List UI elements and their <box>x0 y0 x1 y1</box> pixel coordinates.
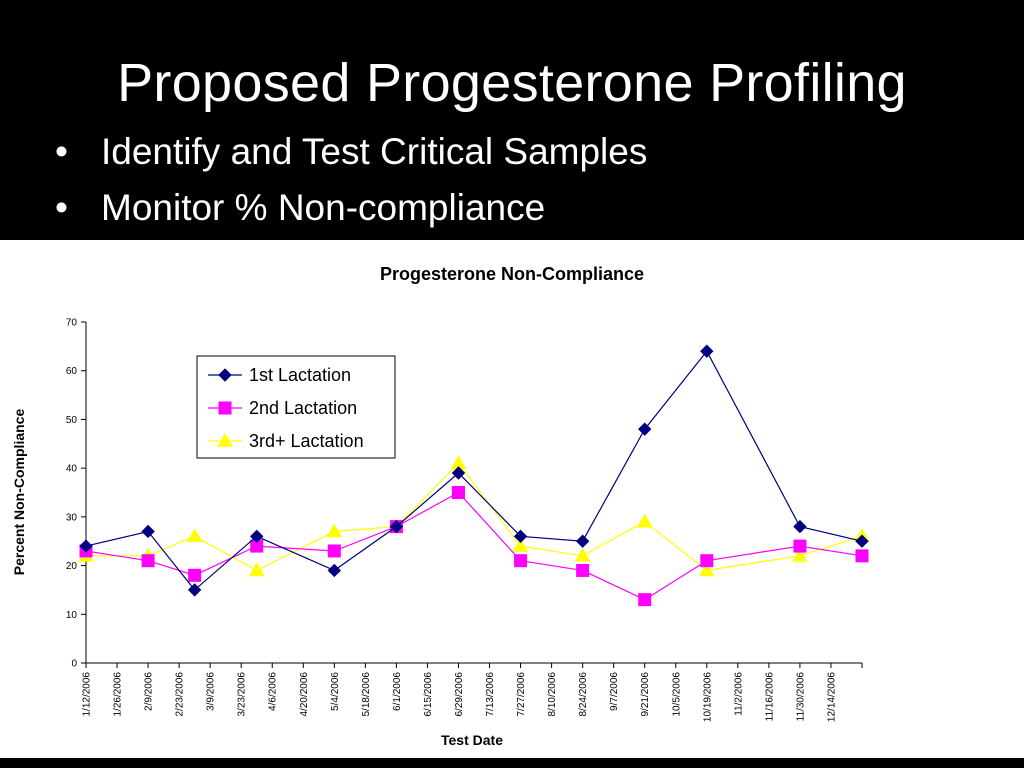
data-point <box>514 554 528 568</box>
bullet-glyph: • <box>55 187 68 228</box>
slide-header: Proposed Progesterone Profiling • Identi… <box>0 0 1024 240</box>
x-tick-label: 12/14/2006 <box>826 672 837 722</box>
data-point <box>793 519 807 534</box>
x-tick-label: 3/23/2006 <box>237 672 248 717</box>
data-point <box>855 534 869 548</box>
legend-marker <box>218 368 232 382</box>
bullet-glyph: • <box>55 131 68 172</box>
x-axis-label: Test Date <box>441 732 503 748</box>
chart-legend: 1st Lactation 2nd Lactation 3rd+ Lactation <box>196 355 396 459</box>
chart-panel: Progesterone Non-Compliance Percent Non-… <box>0 240 1024 758</box>
x-tick-label: 2/9/2006 <box>144 672 155 711</box>
data-point <box>638 422 652 436</box>
x-tick-label: 6/29/2006 <box>454 672 465 717</box>
data-point <box>512 538 529 552</box>
bullet-text: Identify and Test Critical Samples <box>101 131 648 172</box>
y-tick-label: 10 <box>66 610 78 621</box>
x-tick-label: 11/16/2006 <box>764 672 775 722</box>
data-point <box>186 528 203 543</box>
x-tick-label: 5/4/2006 <box>330 672 341 711</box>
data-point <box>187 583 202 597</box>
y-tick-label: 50 <box>66 415 78 426</box>
x-tick-label: 10/19/2006 <box>702 672 713 722</box>
y-axis-label: Percent Non-Compliance <box>11 409 27 576</box>
series-layer <box>78 344 870 607</box>
data-point <box>513 529 528 544</box>
data-point <box>141 524 155 539</box>
data-point <box>188 568 202 582</box>
x-tick-label: 3/9/2006 <box>206 672 217 711</box>
x-tick-label: 2/23/2006 <box>175 672 186 717</box>
data-point <box>79 539 93 553</box>
x-tick-label: 6/15/2006 <box>423 672 434 717</box>
x-tick-label: 1/26/2006 <box>113 672 124 717</box>
x-tick-label: 11/2/2006 <box>733 672 744 716</box>
data-point <box>451 486 465 499</box>
data-point <box>698 562 715 577</box>
data-point <box>855 549 869 563</box>
data-point <box>792 547 808 562</box>
line-chart: Progesterone Non-Compliance Percent Non-… <box>11 264 870 748</box>
data-point <box>327 544 341 558</box>
legend-label: 3rd+ Lactation <box>249 431 364 451</box>
data-point <box>141 554 155 568</box>
axes: 0 10 20 30 40 50 60 70 1/12/2006 1/26/2006 2/9/200… <box>66 318 863 722</box>
data-point <box>326 523 343 538</box>
data-point <box>575 534 590 548</box>
x-tick-label: 8/24/2006 <box>578 672 589 717</box>
data-point <box>793 539 807 553</box>
slide-title: Proposed Progesterone Profiling <box>117 53 907 113</box>
x-tick-label: 7/13/2006 <box>485 672 496 717</box>
legend-marker <box>218 401 232 415</box>
y-tick-label: 70 <box>66 318 78 329</box>
chart-title: Progesterone Non-Compliance <box>380 264 644 284</box>
data-point <box>700 554 714 568</box>
data-point <box>327 563 342 578</box>
series-2 <box>79 486 869 607</box>
bullet-text: Monitor % Non-compliance <box>101 187 546 228</box>
series-3 <box>78 455 870 577</box>
legend-marker <box>217 432 233 447</box>
x-tick-label: 9/21/2006 <box>640 672 651 717</box>
data-point <box>248 562 265 577</box>
x-tick-label: 9/7/2006 <box>609 672 620 711</box>
y-tick-label: 20 <box>66 561 78 572</box>
legend-item: 3rd+ Lactation <box>208 431 364 451</box>
x-tick-label: 4/20/2006 <box>299 672 310 717</box>
x-tick-label: 6/1/2006 <box>392 672 403 711</box>
y-tick-label: 40 <box>66 464 78 475</box>
bullet-item: • Monitor % Non-compliance <box>55 180 647 236</box>
y-tick-label: 0 <box>71 659 77 670</box>
x-tick-label: 4/6/2006 <box>268 672 279 711</box>
x-tick-label: 8/10/2006 <box>547 672 558 717</box>
legend-item: 1st Lactation <box>208 365 351 385</box>
bullet-item: • Identify and Test Critical Samples <box>55 124 647 180</box>
x-tick-label: 10/5/2006 <box>671 672 682 717</box>
data-point <box>451 466 466 480</box>
y-tick-label: 60 <box>66 366 78 377</box>
x-tick-label: 11/30/2006 <box>795 672 806 722</box>
x-tick-label: 7/27/2006 <box>516 672 527 717</box>
bullet-list: • Identify and Test Critical Samples • M… <box>55 124 647 236</box>
data-point <box>574 547 591 562</box>
legend-label: 1st Lactation <box>249 365 351 385</box>
y-tick-label: 30 <box>66 512 78 523</box>
data-point <box>250 529 264 544</box>
bottom-strip <box>0 758 1024 768</box>
legend-label: 2nd Lactation <box>249 398 357 418</box>
data-point <box>389 519 404 534</box>
x-tick-label: 5/18/2006 <box>361 672 372 717</box>
x-tick-label: 1/12/2006 <box>82 672 93 717</box>
series-1 <box>79 344 869 597</box>
data-point <box>576 563 590 577</box>
data-point <box>636 513 653 528</box>
data-point <box>700 344 714 358</box>
legend-item: 2nd Lactation <box>208 398 357 418</box>
data-point <box>638 593 652 607</box>
